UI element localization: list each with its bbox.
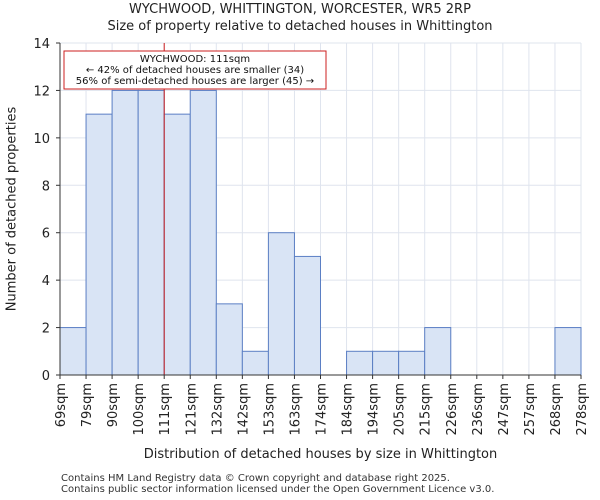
annotation-line-3: 56% of semi-detached houses are larger (… xyxy=(76,76,314,87)
histogram-bar xyxy=(189,89,217,376)
x-tick-label: 184sqm xyxy=(341,383,356,436)
y-tick-label: 14 xyxy=(33,37,50,52)
x-tick-label: 100sqm xyxy=(132,383,147,436)
histogram-bar xyxy=(424,327,452,376)
y-tick-label: 8 xyxy=(42,179,50,194)
marker-annotation: WYCHWOOD: 111sqm ← 42% of detached house… xyxy=(63,50,327,90)
histogram-bar xyxy=(267,232,295,376)
y-axis-title: Number of detached properties xyxy=(5,107,20,312)
y-tick-label: 10 xyxy=(33,132,50,147)
histogram-bar xyxy=(372,350,400,376)
y-tick-label: 12 xyxy=(33,84,50,99)
histogram-bar xyxy=(554,327,582,376)
x-tick-label: 132sqm xyxy=(210,383,225,436)
x-tick-label: 236sqm xyxy=(471,383,486,436)
histogram-bar xyxy=(85,113,113,376)
annotation-line-1: WYCHWOOD: 111sqm xyxy=(140,54,250,65)
x-tick-label: 247sqm xyxy=(497,383,512,436)
x-tick-label: 174sqm xyxy=(315,383,330,436)
x-tick-label: 268sqm xyxy=(549,383,564,436)
histogram-bar xyxy=(346,350,374,376)
chart-title: WYCHWOOD, WHITTINGTON, WORCESTER, WR5 2R… xyxy=(129,2,471,17)
chart-subtitle: Size of property relative to detached ho… xyxy=(107,19,493,34)
y-tick-label: 6 xyxy=(42,227,50,242)
y-tick-label: 2 xyxy=(42,322,50,337)
x-tick-label: 121sqm xyxy=(184,383,199,436)
histogram-bar xyxy=(398,350,426,376)
x-axis-title: Distribution of detached houses by size … xyxy=(144,447,498,462)
x-tick-label: 194sqm xyxy=(367,383,382,436)
y-tick-label: 4 xyxy=(42,274,50,289)
x-tick-label: 205sqm xyxy=(393,383,408,436)
histogram-bar xyxy=(293,255,322,376)
x-tick-label: 163sqm xyxy=(288,383,303,436)
x-tick-label: 79sqm xyxy=(80,383,95,427)
annotation-box xyxy=(63,50,327,90)
annotation-line-2: ← 42% of detached houses are smaller (34… xyxy=(86,65,304,76)
histogram-bar xyxy=(215,303,243,376)
histogram-bar xyxy=(137,89,165,376)
x-tick-label: 153sqm xyxy=(262,383,277,436)
y-axis-ticks: 0 2 4 6 8 10 12 14 xyxy=(33,37,60,384)
histogram-bar xyxy=(59,327,87,376)
x-axis-ticks: 69sqm 79sqm 90sqm 100sqm 111sqm 121sqm 132sqm 1… xyxy=(54,375,590,436)
footer-licence: Contains public sector information licen… xyxy=(61,484,495,495)
bars xyxy=(59,89,582,376)
x-tick-label: 278sqm xyxy=(575,383,590,436)
x-tick-label: 215sqm xyxy=(419,383,434,436)
footer-copyright: Contains HM Land Registry data © Crown c… xyxy=(61,473,450,484)
x-tick-label: 90sqm xyxy=(106,383,121,427)
histogram-bar xyxy=(111,89,139,376)
histogram-bar xyxy=(241,350,269,376)
y-tick-label: 0 xyxy=(42,369,50,384)
x-tick-label: 111sqm xyxy=(158,383,173,436)
x-tick-label: 69sqm xyxy=(54,383,69,427)
x-tick-label: 142sqm xyxy=(236,383,251,436)
x-tick-label: 226sqm xyxy=(445,383,460,436)
histogram-bar xyxy=(163,113,191,376)
x-tick-label: 257sqm xyxy=(523,383,538,436)
